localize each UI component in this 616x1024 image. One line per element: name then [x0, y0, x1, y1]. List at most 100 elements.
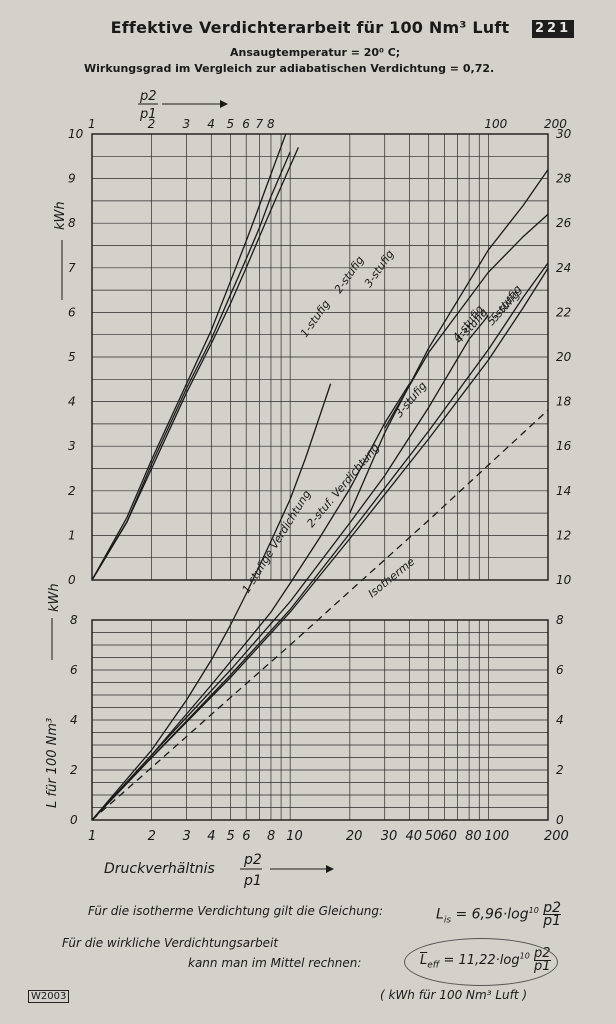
upper-xlabel-arrowhead: [220, 100, 228, 108]
lower-x-tick-label: 80: [465, 829, 482, 844]
upper-x-tick-label: 4: [207, 117, 215, 131]
upper-y-tick-label-left: 7: [68, 261, 76, 275]
chart-title: Effektive Verdichterarbeit für 100 Nm³ L…: [110, 18, 510, 37]
upper-y-tick-label-left: 2: [68, 484, 76, 498]
upper-x-tick-label: 6: [242, 117, 250, 131]
upper-y-tick-label-right: 14: [556, 484, 571, 498]
lower-series-line-2: [91, 383, 411, 821]
lower-x-tick-label: 40: [405, 829, 422, 844]
lower-x-tick-label: 50: [425, 829, 442, 844]
eq1-log-base: 10: [528, 905, 539, 915]
upper-ylabel-unit: kWh: [53, 201, 68, 230]
upper-series-line-0: [91, 133, 287, 581]
upper-y-tick-label-left: 4: [68, 395, 76, 409]
upper-series-label: 2-stufig: [332, 254, 367, 296]
eq1-symbol: L: [436, 906, 444, 923]
lower-series-line-3: [91, 315, 489, 821]
lower-x-tick-label: 60: [440, 829, 457, 844]
lower-ylabel-unit: kWh: [47, 583, 62, 612]
lower-x-tick-label: 1: [88, 829, 96, 844]
equation-real-text-a: Für die wirkliche Verdichtungsarbeit: [62, 936, 279, 950]
eq1-frac-den: p1: [543, 913, 562, 929]
lower-series-line-0: [91, 409, 549, 821]
upper-x-tick-label: 200: [544, 117, 567, 131]
lower-xlabel: Druckverhältnis: [104, 861, 215, 877]
upper-x-tick-label: 1: [88, 117, 96, 131]
lower-y-tick-label-right: 8: [556, 613, 564, 627]
equation-isotherm-text: Für die isotherme Verdichtung gilt die G…: [88, 904, 384, 918]
subtitle-efficiency: Wirkungsgrad im Vergleich zur adiabatisc…: [84, 62, 495, 75]
upper-y-tick-label-right: 22: [556, 305, 571, 319]
lower-ylabel: L für 100 Nm³: [45, 718, 60, 808]
upper-y-tick-label-left: 9: [68, 172, 76, 186]
upper-x-tick-label: 5: [227, 117, 235, 131]
eq1-rest: = 6,96·log: [455, 906, 529, 923]
upper-series-label: 1-stufig: [298, 298, 333, 340]
upper-y-tick-label-left: 3: [68, 439, 76, 453]
lower-y-tick-label-left: 0: [70, 813, 78, 827]
lower-x-tick-label: 3: [183, 829, 191, 844]
upper-y-tick-label-right: 12: [556, 528, 571, 542]
lower-x-tick-label: 8: [267, 829, 275, 844]
upper-y-tick-label-right: 30: [556, 127, 572, 141]
upper-series-line-4: [384, 213, 549, 429]
eq1-fraction: p2 p1: [543, 900, 562, 929]
lower-x-tick-label: 6: [242, 829, 250, 844]
lower-series-line-5: [91, 267, 549, 821]
upper-y-tick-label-left: 1: [68, 528, 76, 542]
lower-x-tick-label: 20: [346, 829, 363, 844]
lower-x-tick-label: 200: [544, 829, 569, 844]
upper-y-tick-label-left: 0: [68, 573, 76, 587]
upper-y-tick-label-right: 10: [556, 573, 572, 587]
lower-y-tick-label-left: 8: [70, 613, 78, 627]
lower-y-tick-label-right: 0: [556, 813, 564, 827]
upper-y-tick-label-left: 5: [68, 350, 76, 364]
subtitle-temperature: Ansaugtemperatur = 20⁰ C;: [230, 46, 401, 59]
lower-series-line-1: [91, 383, 332, 821]
upper-y-tick-label-right: 24: [556, 261, 571, 275]
upper-series-line-3: [349, 169, 549, 514]
upper-panel-frame: [91, 133, 549, 581]
document-code: W2003: [28, 990, 70, 1003]
upper-x-tick-label: 7: [255, 117, 263, 131]
equation-isotherm: Lis = 6,96·log10 p2 p1: [436, 900, 562, 929]
lower-xlabel-frac-den: p1: [243, 873, 262, 889]
upper-xlabel-frac-den: p1: [139, 107, 157, 122]
lower-x-tick-label: 100: [484, 829, 509, 844]
upper-x-tick-label: 2: [148, 117, 156, 131]
lower-x-tick-label: 30: [381, 829, 398, 844]
lower-panel-frame: [91, 619, 549, 821]
upper-y-tick-label-right: 26: [556, 216, 572, 230]
lower-xlabel-arrowhead: [326, 865, 334, 873]
lower-y-tick-label-right: 6: [556, 663, 564, 677]
upper-series-line-2: [91, 147, 299, 581]
upper-y-tick-label-right: 20: [556, 350, 572, 364]
lower-y-tick-label-left: 6: [70, 663, 78, 677]
lower-y-tick-label-right: 4: [556, 713, 564, 727]
lower-y-tick-label-left: 2: [70, 763, 78, 777]
eq1-subscript: is: [443, 915, 452, 926]
upper-y-tick-label-right: 28: [556, 172, 572, 186]
equation-highlight-oval: [404, 938, 558, 986]
lower-x-tick-label: 4: [207, 829, 215, 844]
upper-x-tick-label: 100: [484, 117, 507, 131]
lower-grid: [91, 619, 549, 821]
upper-y-tick-label-right: 16: [556, 439, 572, 453]
upper-series-label: 3-stufig: [362, 248, 397, 290]
lower-x-tick-label: 10: [286, 829, 303, 844]
lower-xlabel-frac-num: p2: [243, 852, 262, 868]
equation-real-text-b: kann man im Mittel rechnen:: [188, 956, 362, 970]
eq1-frac-num: p2: [543, 900, 562, 916]
upper-y-tick-label-right: 18: [556, 395, 572, 409]
lower-x-tick-label: 5: [227, 829, 235, 844]
upper-x-tick-label: 3: [183, 117, 191, 131]
upper-y-tick-label-left: 8: [68, 216, 76, 230]
upper-x-tick-label: 8: [267, 117, 275, 131]
lower-x-tick-label: 2: [148, 829, 156, 844]
sheet-number-badge: 221: [532, 20, 575, 38]
lower-series-label: 2-stuf. Verdichtung: [304, 441, 382, 530]
lower-y-tick-label-left: 4: [70, 713, 78, 727]
lower-y-tick-label-right: 2: [556, 763, 564, 777]
upper-xlabel-frac-num: p2: [139, 89, 157, 104]
